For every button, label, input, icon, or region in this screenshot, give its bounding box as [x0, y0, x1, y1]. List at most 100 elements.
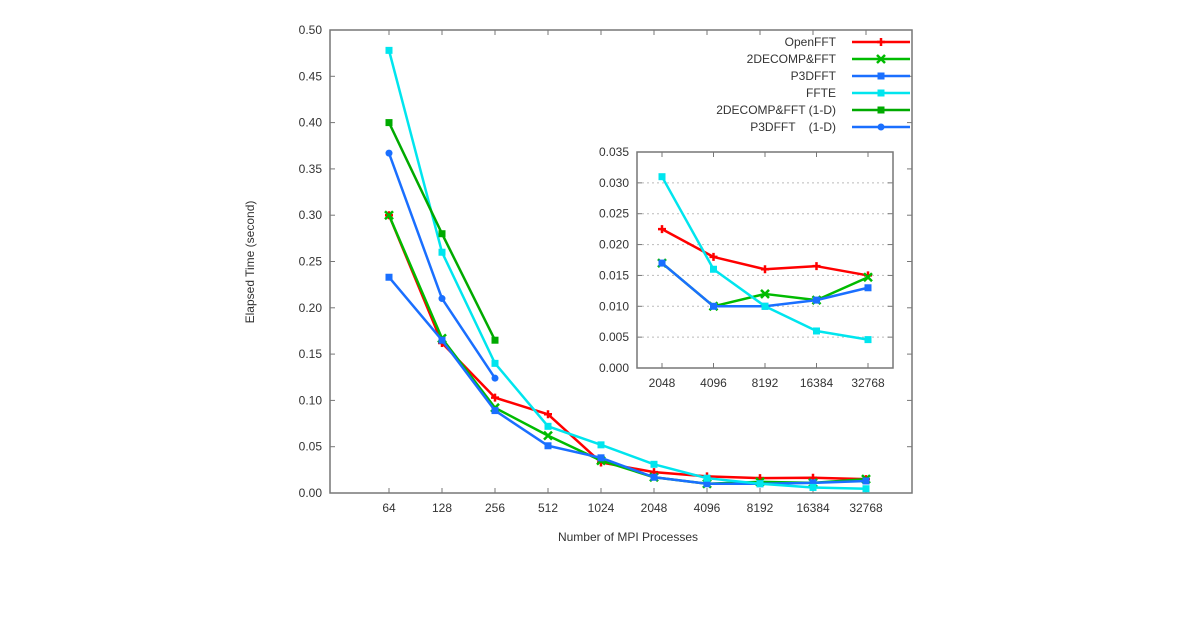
inset-data-point — [812, 262, 821, 271]
main-data-point — [703, 474, 711, 482]
inset-y-tick-label: 0.005 — [599, 330, 629, 344]
main-data-point — [809, 483, 817, 491]
main-x-tick-label: 1024 — [588, 501, 615, 515]
inset-data-point — [658, 173, 666, 181]
main-data-point — [385, 46, 393, 54]
main-data-point — [385, 119, 393, 127]
main-data-point — [385, 273, 393, 281]
main-data-point — [491, 393, 499, 402]
main-series-3 — [385, 46, 870, 493]
main-data-point — [544, 410, 552, 419]
main-data-point — [491, 407, 499, 415]
inset-x-tick-label: 16384 — [800, 376, 834, 390]
inset-y-tick-label: 0.010 — [599, 299, 629, 313]
main-y-tick-label: 0.40 — [299, 116, 323, 130]
main-y-tick-label: 0.45 — [299, 69, 323, 83]
main-data-point — [491, 374, 499, 382]
legend-label: OpenFFT — [785, 35, 837, 49]
legend-marker — [876, 54, 886, 64]
legend-label: 2DECOMP&FFT — [747, 52, 837, 66]
main-data-point — [756, 480, 764, 488]
main-x-tick-label: 2048 — [641, 501, 668, 515]
inset-data-point — [864, 336, 872, 344]
main-data-point — [544, 422, 552, 430]
inset-data-point — [864, 284, 872, 292]
main-x-tick-label: 8192 — [747, 501, 774, 515]
inset-data-point — [813, 296, 820, 304]
main-data-point — [543, 430, 553, 441]
main-data-point — [650, 460, 658, 468]
main-series-4 — [385, 119, 499, 344]
main-data-point — [597, 454, 605, 462]
inset-data-point — [760, 289, 770, 299]
main-x-tick-label: 16384 — [796, 501, 830, 515]
main-y-tick-label: 0.50 — [299, 23, 323, 37]
inset-x-tick-label: 4096 — [700, 376, 727, 390]
inset-x-tick-label: 8192 — [752, 376, 779, 390]
main-y-tick-label: 0.30 — [299, 208, 323, 222]
main-data-point — [384, 210, 394, 221]
inset-data-point — [813, 327, 820, 335]
main-data-point — [862, 485, 870, 493]
main-x-tick-label: 128 — [432, 501, 452, 515]
legend-label: FFTE — [806, 86, 836, 100]
legend-marker — [877, 106, 885, 114]
inset-data-point — [709, 252, 718, 261]
main-y-tick-label: 0.15 — [299, 347, 323, 361]
inset-y-tick-label: 0.030 — [599, 176, 629, 190]
inset-data-point — [761, 302, 769, 310]
main-data-point — [862, 477, 870, 485]
inset-data-point — [658, 259, 666, 267]
inset-data-point — [761, 265, 769, 274]
legend-label: 2DECOMP&FFT (1-D) — [716, 103, 836, 117]
inset-y-tick-label: 0.015 — [599, 268, 629, 282]
inset-data-point — [710, 302, 717, 310]
inset-y-tick-label: 0.020 — [599, 238, 629, 252]
main-y-tick-label: 0.20 — [299, 301, 323, 315]
legend-marker — [877, 123, 885, 131]
legend-marker — [877, 72, 885, 80]
main-data-point — [597, 441, 605, 449]
main-series-line — [388, 276, 867, 485]
main-data-point — [438, 336, 446, 344]
main-data-point — [544, 442, 552, 450]
y-axis-label: Elapsed Time (second) — [243, 201, 257, 324]
main-data-point — [809, 479, 817, 487]
main-data-point — [385, 149, 393, 157]
main-series-5 — [385, 149, 499, 382]
main-x-tick-label: 4096 — [694, 501, 721, 515]
main-data-point — [491, 359, 499, 367]
main-y-tick-label: 0.35 — [299, 162, 323, 176]
main-data-point — [438, 248, 446, 256]
main-y-tick-label: 0.00 — [299, 486, 323, 500]
inset-x-tick-label: 32768 — [851, 376, 885, 390]
main-x-tick-label: 256 — [485, 501, 505, 515]
main-data-point — [438, 295, 446, 303]
inset-series-0 — [658, 225, 872, 280]
main-y-tick-label: 0.10 — [299, 393, 323, 407]
legend-label: P3DFFT (1-D) — [750, 120, 836, 134]
main-y-tick-label: 0.05 — [299, 440, 323, 454]
main-data-point — [438, 230, 446, 238]
inset-y-tick-label: 0.035 — [599, 145, 629, 159]
legend-label: P3DFFT — [791, 69, 837, 83]
inset-plot-frame — [636, 151, 894, 369]
inset-data-point — [863, 272, 873, 283]
inset-x-tick-label: 2048 — [649, 376, 676, 390]
main-series-line — [387, 50, 867, 490]
main-x-tick-label: 64 — [382, 501, 396, 515]
legend-marker — [877, 38, 885, 46]
main-x-tick-label: 512 — [538, 501, 558, 515]
main-y-tick-label: 0.25 — [299, 255, 323, 269]
inset-data-point — [710, 265, 717, 273]
legend-marker — [877, 89, 885, 97]
main-data-point — [650, 473, 658, 481]
inset-y-tick-label: 0.025 — [599, 207, 629, 221]
main-data-point — [703, 480, 711, 488]
main-data-point — [491, 336, 499, 344]
inset-y-tick-label: 0.000 — [599, 361, 629, 375]
main-x-tick-label: 32768 — [849, 501, 883, 515]
inset-data-point — [658, 225, 666, 234]
x-axis-label: Number of MPI Processes — [558, 530, 698, 544]
